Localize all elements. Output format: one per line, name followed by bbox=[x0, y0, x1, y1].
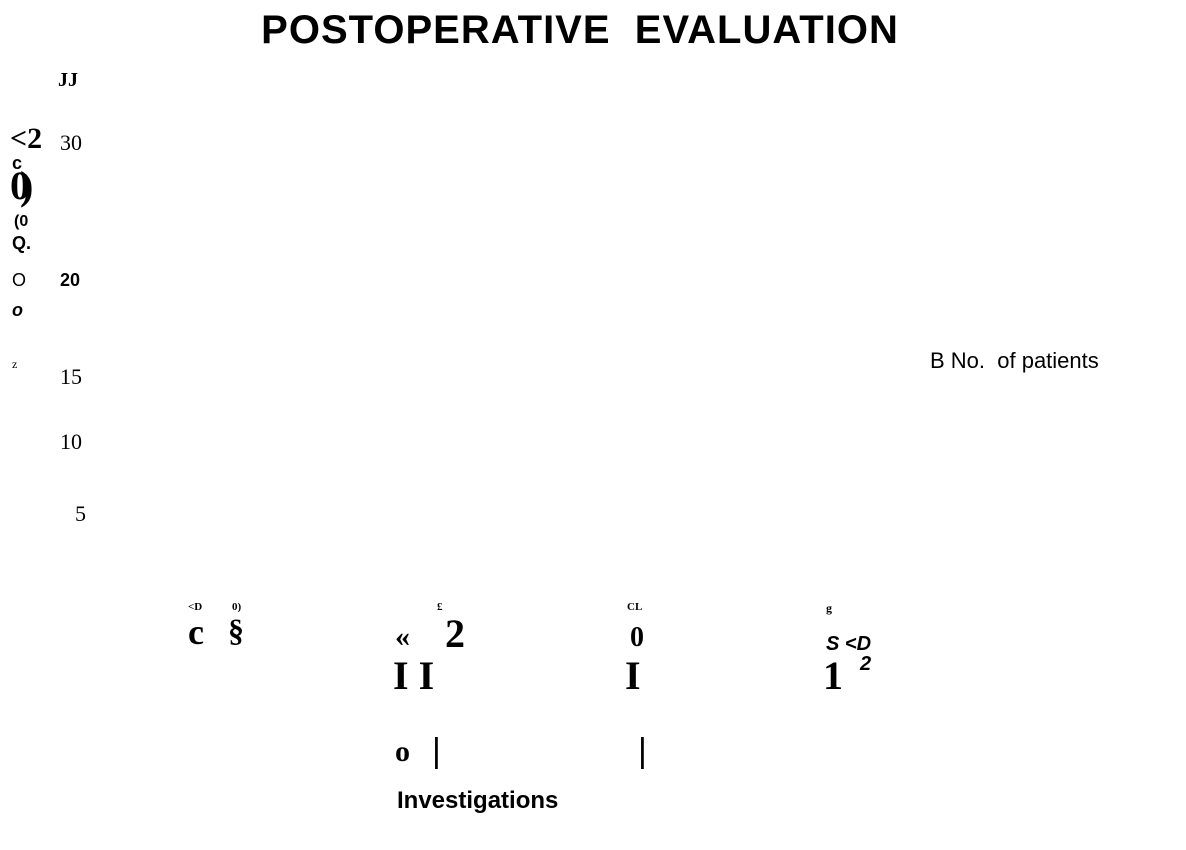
y-fragment: O bbox=[12, 270, 27, 290]
x-fragment: CL bbox=[627, 601, 643, 613]
x-fragment: S <D bbox=[826, 633, 872, 655]
x-fragment: £ bbox=[437, 601, 443, 613]
legend: B No. of patients bbox=[930, 348, 1099, 373]
x-fragment: c bbox=[188, 612, 204, 652]
title: POSTOPERATIVE EVALUATION bbox=[261, 8, 899, 52]
x-fragment: | bbox=[432, 732, 441, 770]
x-fragment: g bbox=[826, 601, 832, 615]
x-fragment: 1 bbox=[823, 653, 843, 698]
y-tick-label: 15 bbox=[60, 364, 82, 389]
x-fragment: 0 bbox=[630, 622, 644, 653]
x-fragment: I bbox=[625, 653, 641, 698]
x-fragment: 2 bbox=[445, 611, 465, 656]
y-tick-label: 20 bbox=[60, 270, 81, 290]
x-fragment: <D bbox=[188, 601, 203, 613]
y-tick-label: 30 bbox=[60, 130, 82, 155]
y-tick-label: 5 bbox=[75, 501, 86, 526]
x-fragment: I I bbox=[393, 653, 435, 698]
x-fragment: o bbox=[395, 735, 410, 768]
x-fragment: 2 bbox=[860, 653, 872, 675]
x-axis-title: Investigations bbox=[397, 787, 559, 814]
x-fragment: « bbox=[395, 620, 410, 653]
y-fragment: JJ bbox=[58, 69, 78, 91]
y-tick-label: 10 bbox=[60, 429, 82, 454]
y-fragment: 0) bbox=[10, 163, 34, 208]
y-fragment: <2 bbox=[10, 122, 43, 155]
x-fragment: 0) bbox=[232, 601, 242, 613]
y-fragment: z bbox=[12, 357, 18, 371]
y-fragment: Q. bbox=[12, 233, 32, 253]
y-fragment: o bbox=[12, 300, 23, 320]
x-fragment: § bbox=[228, 612, 244, 648]
y-fragment: (0 bbox=[14, 213, 29, 230]
y-fragment: c bbox=[12, 153, 23, 173]
x-fragment: | bbox=[638, 732, 647, 770]
